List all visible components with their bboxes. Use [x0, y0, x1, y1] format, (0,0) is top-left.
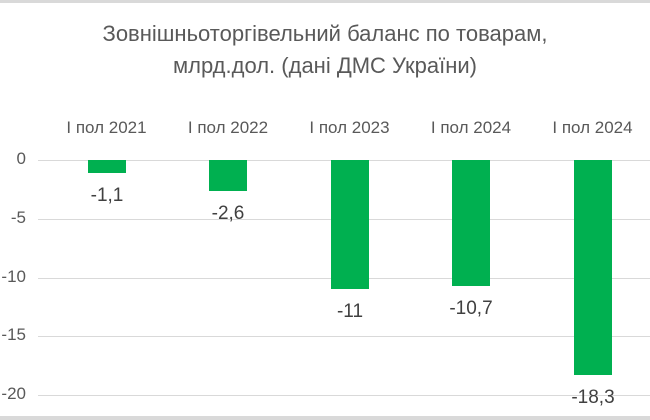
category-label: I пол 2022 [187, 118, 269, 137]
chart-title-line-2: млрд.дол. (дані ДМС України) [172, 53, 478, 78]
category-label: I пол 2023 [309, 118, 390, 137]
chart-title: Зовнішньоторгівельний баланс по товарам,… [0, 18, 650, 82]
top-border [0, 0, 650, 3]
data-label: -10,7 [449, 298, 493, 319]
y-tick-label: -20 [1, 384, 26, 403]
y-tick-label: -10 [1, 267, 26, 286]
gridline [38, 336, 650, 337]
gridline [38, 395, 650, 396]
data-label: -2,6 [211, 203, 245, 224]
bar [209, 160, 247, 191]
chart-title-line-1: Зовнішньоторгівельний баланс по товарам, [102, 21, 548, 46]
bar [452, 160, 490, 286]
category-label: I пол 2024 [552, 118, 633, 137]
data-label: -11 [336, 301, 364, 322]
data-label: -1,1 [90, 185, 124, 206]
y-tick-label: 0 [16, 149, 26, 168]
bottom-border [0, 416, 650, 420]
bar [574, 160, 612, 375]
bar [331, 160, 369, 289]
y-tick-label: -15 [1, 325, 26, 344]
bar [88, 160, 126, 173]
category-label: I пол 2021 [66, 118, 147, 137]
category-label: I пол 2024 [430, 118, 512, 137]
data-label: -18,3 [571, 387, 615, 408]
y-tick-label: -5 [10, 208, 26, 227]
